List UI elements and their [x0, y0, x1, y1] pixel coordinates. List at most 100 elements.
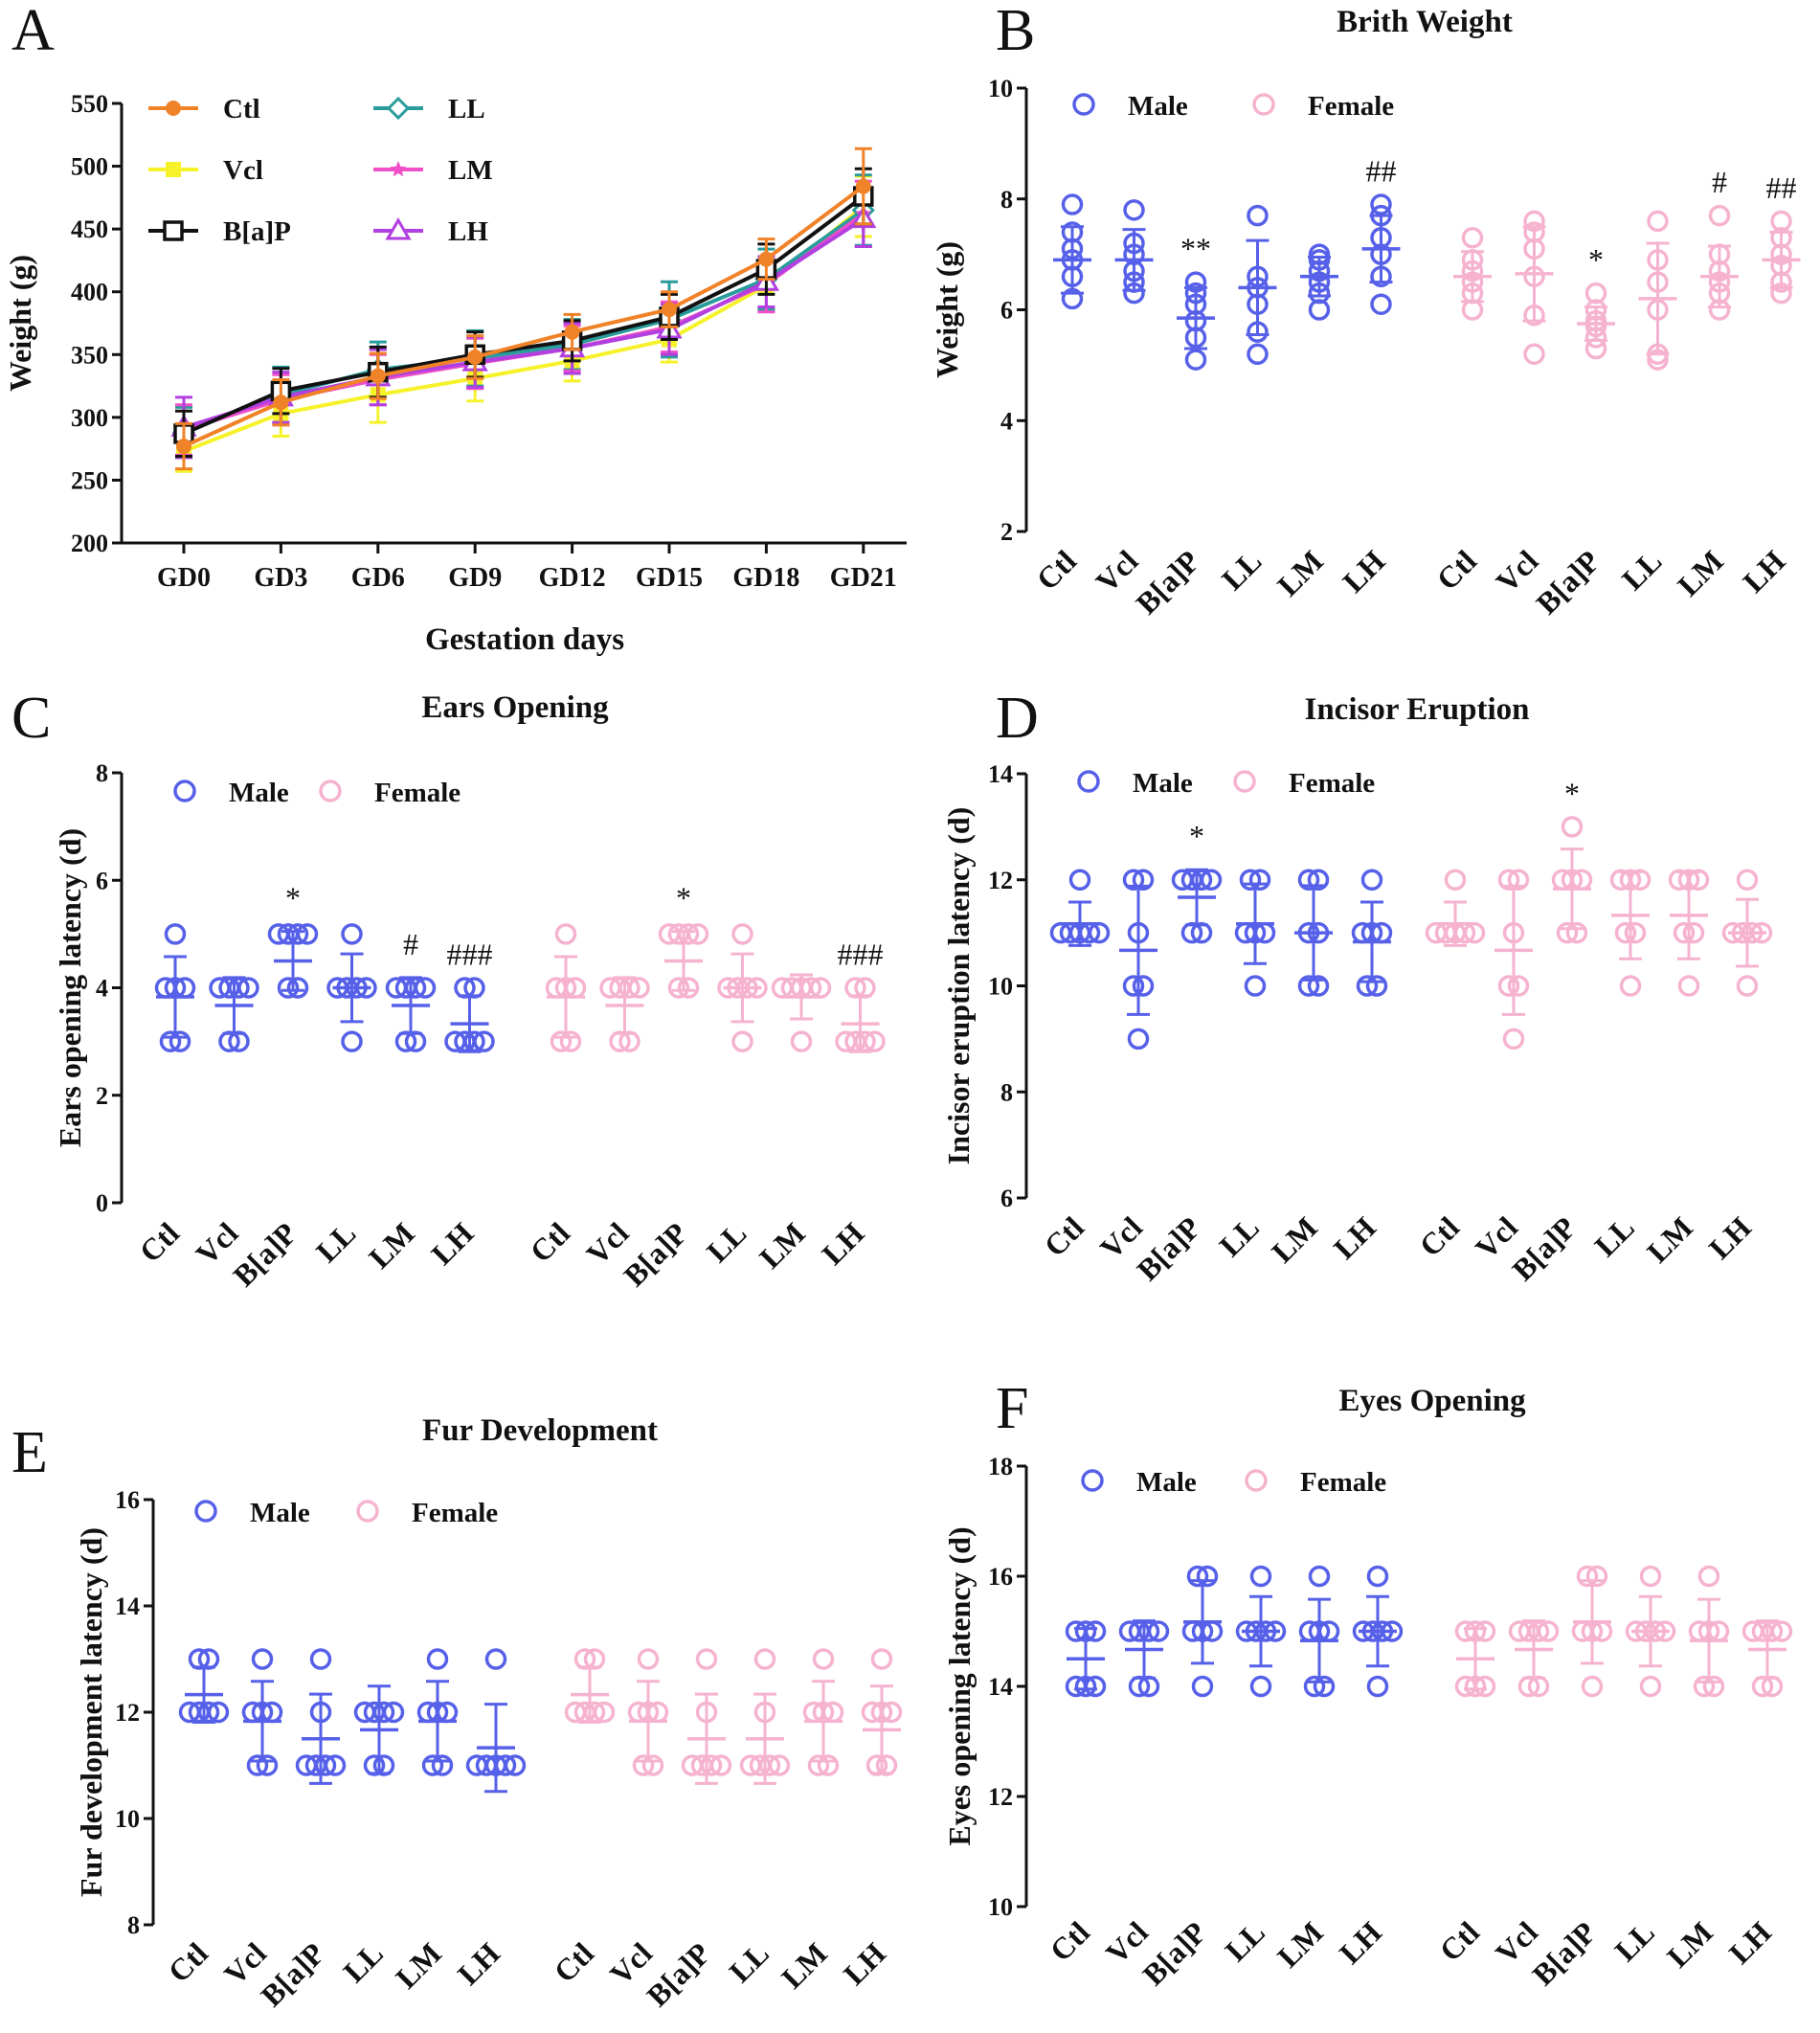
legend-label: Male [1133, 768, 1193, 799]
significance-mark: * [1189, 819, 1204, 853]
panel-letter-e: E [11, 1420, 48, 1485]
significance-mark: ### [447, 937, 493, 972]
data-point [1200, 869, 1223, 891]
y-tick-label: 2 [1000, 518, 1013, 546]
group-female-vcl [1508, 1619, 1560, 1698]
legend-item-male: Male [173, 778, 289, 808]
data-point [686, 923, 709, 945]
group-female-lh: ## [1762, 170, 1801, 305]
y-axis-title: Fur development latency (d) [74, 1527, 108, 1897]
group-female-bap: * [1551, 776, 1593, 944]
legend-label: LL [448, 94, 485, 124]
data-point [1736, 869, 1759, 891]
legend-item: B[a]P [148, 216, 291, 247]
x-category-label: LL [336, 1935, 390, 1989]
panel-letter-c: C [11, 686, 51, 751]
legend-label: Male [229, 778, 289, 808]
group-male-ctl [154, 923, 196, 1052]
legend-item: LM [373, 155, 493, 186]
y-tick-label: 450 [71, 215, 108, 243]
x-category-label: LL [1587, 1209, 1641, 1263]
legend-marker [356, 1500, 379, 1523]
group-male-ctl [1049, 869, 1111, 947]
data-point [1247, 343, 1269, 366]
data-point [1614, 921, 1637, 944]
data-point [1297, 975, 1320, 997]
group-female-lm [802, 1648, 844, 1776]
data-point [169, 1030, 191, 1052]
data-point [467, 349, 483, 365]
x-category-label: LL [700, 1215, 753, 1269]
x-category-label: LL [309, 1215, 363, 1269]
x-axis-title: Gestation days [425, 622, 624, 657]
data-point [382, 1701, 405, 1724]
data-point [246, 1754, 269, 1776]
data-point [484, 1648, 507, 1670]
data-point [309, 1648, 332, 1670]
data-point [677, 977, 700, 999]
group-male-ll [353, 1684, 405, 1776]
data-point [1307, 869, 1330, 891]
data-point [473, 1030, 495, 1052]
data-point [1537, 1620, 1560, 1642]
data-point [1239, 869, 1262, 891]
data-point [1770, 1620, 1793, 1642]
y-tick-label: 400 [71, 279, 108, 306]
group-female-bap [1571, 1565, 1613, 1698]
legend-item-female: Female [356, 1498, 498, 1528]
legend-marker [163, 220, 184, 241]
x-category-label: B[a]P [1505, 1209, 1583, 1287]
x-category-label: LH [1333, 1914, 1388, 1970]
data-point [807, 1754, 830, 1776]
data-point [1191, 1675, 1214, 1698]
legend-marker [1081, 1469, 1104, 1492]
group-female-lm [1668, 869, 1710, 997]
x-category-label: B[a]P [254, 1935, 331, 2013]
data-point [341, 923, 363, 945]
y-tick-label: 16 [988, 1563, 1013, 1591]
group-male-ctl [178, 1648, 230, 1725]
x-category-label: Ctl [1429, 543, 1483, 597]
group-male-vcl [1114, 199, 1154, 305]
legend-item: LL [373, 94, 485, 124]
group-male-lm [1298, 1565, 1340, 1698]
group-female-ll [1638, 210, 1677, 371]
data-point [731, 1030, 753, 1052]
data-point [637, 1648, 660, 1670]
y-tick-label: 300 [71, 404, 108, 432]
y-tick-label: 8 [1000, 186, 1013, 214]
legend-item-female: Female [1252, 91, 1394, 122]
y-tick-label: 8 [96, 759, 108, 787]
group-male-lm: # [385, 927, 437, 1052]
data-point [700, 1754, 723, 1776]
data-point [1122, 869, 1145, 891]
legend-marker [1077, 770, 1100, 793]
x-category-label: Ctl [1043, 1914, 1096, 1968]
x-category-label: LM [1270, 1914, 1330, 1974]
data-point [768, 1754, 791, 1776]
significance-mark: * [285, 881, 301, 915]
group-female-ctl [1453, 227, 1492, 321]
x-tick-label: GD6 [351, 563, 405, 593]
group-male-ctl [1053, 193, 1091, 310]
x-category-label: B[a]P [1135, 1914, 1213, 1992]
group-female-ll [717, 923, 768, 1052]
group-female-lm: # [1700, 165, 1739, 321]
x-category-label: LL [1218, 1914, 1271, 1968]
significance-mark: * [1564, 776, 1580, 810]
x-category-label: B[a]P [1529, 543, 1607, 621]
data-point [1123, 199, 1145, 221]
data-point [1584, 282, 1607, 305]
data-point [731, 923, 753, 945]
legend-marker [319, 779, 342, 802]
data-point [855, 178, 871, 194]
data-point [1585, 1565, 1608, 1588]
group-female-vcl [1515, 210, 1554, 366]
series-ctl [175, 147, 872, 471]
data-point [341, 1030, 363, 1052]
legend-item-male: Male [1072, 91, 1188, 122]
legend-item-male: Male [194, 1498, 310, 1528]
x-category-label: Ctl [161, 1935, 214, 1989]
data-point [164, 923, 187, 945]
data-point [758, 1754, 781, 1776]
